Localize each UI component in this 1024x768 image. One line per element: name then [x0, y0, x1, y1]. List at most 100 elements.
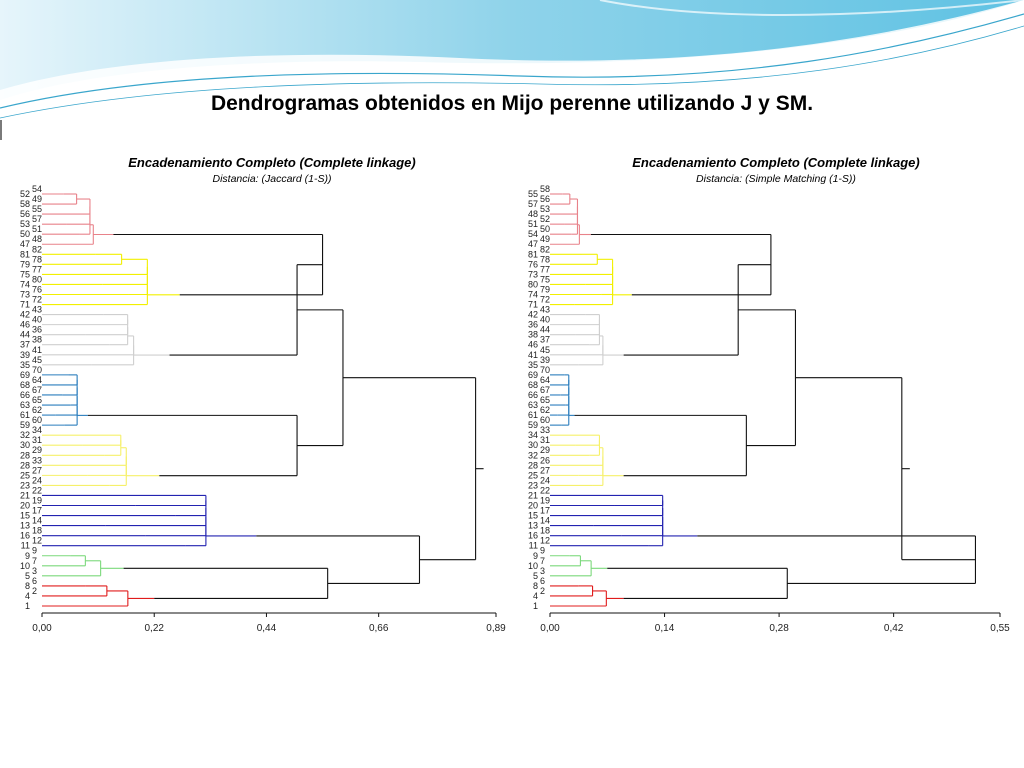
leaf-label: 43: [540, 305, 550, 315]
leaf-label: 5: [533, 571, 538, 581]
leaf-label: 3: [32, 566, 37, 576]
leaf-label: 52: [540, 214, 550, 224]
leaf-label: 61: [20, 410, 30, 420]
cluster-7: [550, 585, 624, 607]
leaf-label: 71: [528, 300, 538, 310]
leaf-label: 61: [528, 410, 538, 420]
leaf-label: 55: [528, 189, 538, 199]
leaf-label: 27: [32, 465, 42, 475]
leaf-label: 24: [540, 475, 550, 485]
leaf-label: 62: [32, 405, 42, 415]
leaf-label: 39: [540, 355, 550, 365]
leaf-label: 78: [540, 254, 550, 264]
leaf-label: 45: [32, 355, 42, 365]
leaf-label: 36: [32, 325, 42, 335]
leaf-label: 47: [20, 239, 30, 249]
slide-title: Dendrogramas obtenidos en Mijo perenne u…: [210, 92, 814, 115]
chart-title: Encadenamiento Completo (Complete linkag…: [632, 155, 920, 170]
leaf-label: 1: [533, 601, 538, 611]
leaf-label: 77: [540, 264, 550, 274]
leaf-label: 12: [540, 536, 550, 546]
leaf-label: 41: [528, 350, 538, 360]
leaf-label: 48: [32, 234, 42, 244]
chart-subtitle: Distancia: (Simple Matching (1-S)): [696, 173, 856, 185]
x-tick-label: 0,28: [769, 623, 789, 634]
leaf-label: 60: [32, 415, 42, 425]
x-tick-label: 0,00: [540, 623, 560, 634]
leaf-label: 15: [528, 511, 538, 521]
leaf-label: 22: [540, 485, 550, 495]
leaf-label: 6: [32, 576, 37, 586]
leaf-label: 27: [540, 465, 550, 475]
leaf-label: 32: [528, 450, 538, 460]
leaf-label: 4: [25, 591, 30, 601]
leaf-label: 12: [32, 536, 42, 546]
leaf-label: 64: [540, 375, 550, 385]
leaf-label: 76: [32, 284, 42, 294]
leaf-label: 19: [32, 495, 42, 505]
cluster-4: [42, 434, 160, 486]
leaf-label: 82: [540, 244, 550, 254]
leaf-label: 8: [533, 581, 538, 591]
leaf-label: 70: [32, 365, 42, 375]
leaf-label: 23: [528, 480, 538, 490]
leaf-label: 53: [20, 219, 30, 229]
leaf-label: 32: [20, 430, 30, 440]
leaf-label: 18: [32, 526, 42, 536]
leaf-label: 51: [528, 219, 538, 229]
cluster-0: [42, 193, 114, 245]
cluster-6: [550, 555, 608, 577]
leaf-label: 19: [540, 495, 550, 505]
leaf-label: 65: [32, 395, 42, 405]
cluster-5: [42, 494, 257, 547]
leaf-label: 14: [32, 516, 42, 526]
leaf-label: 57: [32, 214, 42, 224]
leaf-label: 81: [20, 249, 30, 259]
leaf-label: 2: [32, 586, 37, 596]
leaf-label: 37: [20, 340, 30, 350]
leaf-label: 8: [25, 581, 30, 591]
slide-footer: [0, 640, 1024, 768]
leaf-label: 73: [20, 289, 30, 299]
cluster-3: [550, 374, 575, 426]
leaf-label: 43: [32, 305, 42, 315]
leaf-label: 74: [20, 279, 30, 289]
leaf-label: 51: [32, 224, 42, 234]
leaf-label: 55: [32, 204, 42, 214]
cluster-5: [550, 494, 698, 547]
leaf-label: 35: [528, 360, 538, 370]
leaf-label: 68: [528, 380, 538, 390]
leaf-label: 76: [528, 259, 538, 269]
leaf-label: 71: [20, 300, 30, 310]
leaf-label: 14: [540, 516, 550, 526]
leaf-label: 16: [528, 531, 538, 541]
leaf-label: 21: [20, 490, 30, 500]
x-tick-label: 0,00: [32, 623, 52, 634]
leaf-label: 63: [20, 400, 30, 410]
leaf-label: 2: [540, 586, 545, 596]
leaf-label: 57: [528, 199, 538, 209]
leaf-label: 75: [540, 274, 550, 284]
cluster-6: [42, 555, 124, 577]
leaf-label: 29: [540, 445, 550, 455]
leaf-label: 4: [533, 591, 538, 601]
leaf-label: 56: [20, 209, 30, 219]
leaf-label: 28: [20, 450, 30, 460]
leaf-label: 62: [540, 405, 550, 415]
header-banner: [0, 0, 1024, 140]
leaf-label: 67: [32, 385, 42, 395]
leaf-label: 50: [20, 229, 30, 239]
leaf-label: 46: [528, 340, 538, 350]
leaf-label: 30: [528, 440, 538, 450]
leaf-label: 1: [25, 601, 30, 611]
leaf-label: 9: [540, 546, 545, 556]
leaf-label: 72: [540, 295, 550, 305]
leaf-label: 79: [20, 259, 30, 269]
leaf-label: 77: [32, 264, 42, 274]
leaf-label: 81: [528, 249, 538, 259]
x-tick-label: 0,14: [655, 623, 675, 634]
leaf-label: 64: [32, 375, 42, 385]
leaf-label: 75: [20, 269, 30, 279]
leaf-label: 56: [540, 194, 550, 204]
leaf-label: 70: [540, 365, 550, 375]
